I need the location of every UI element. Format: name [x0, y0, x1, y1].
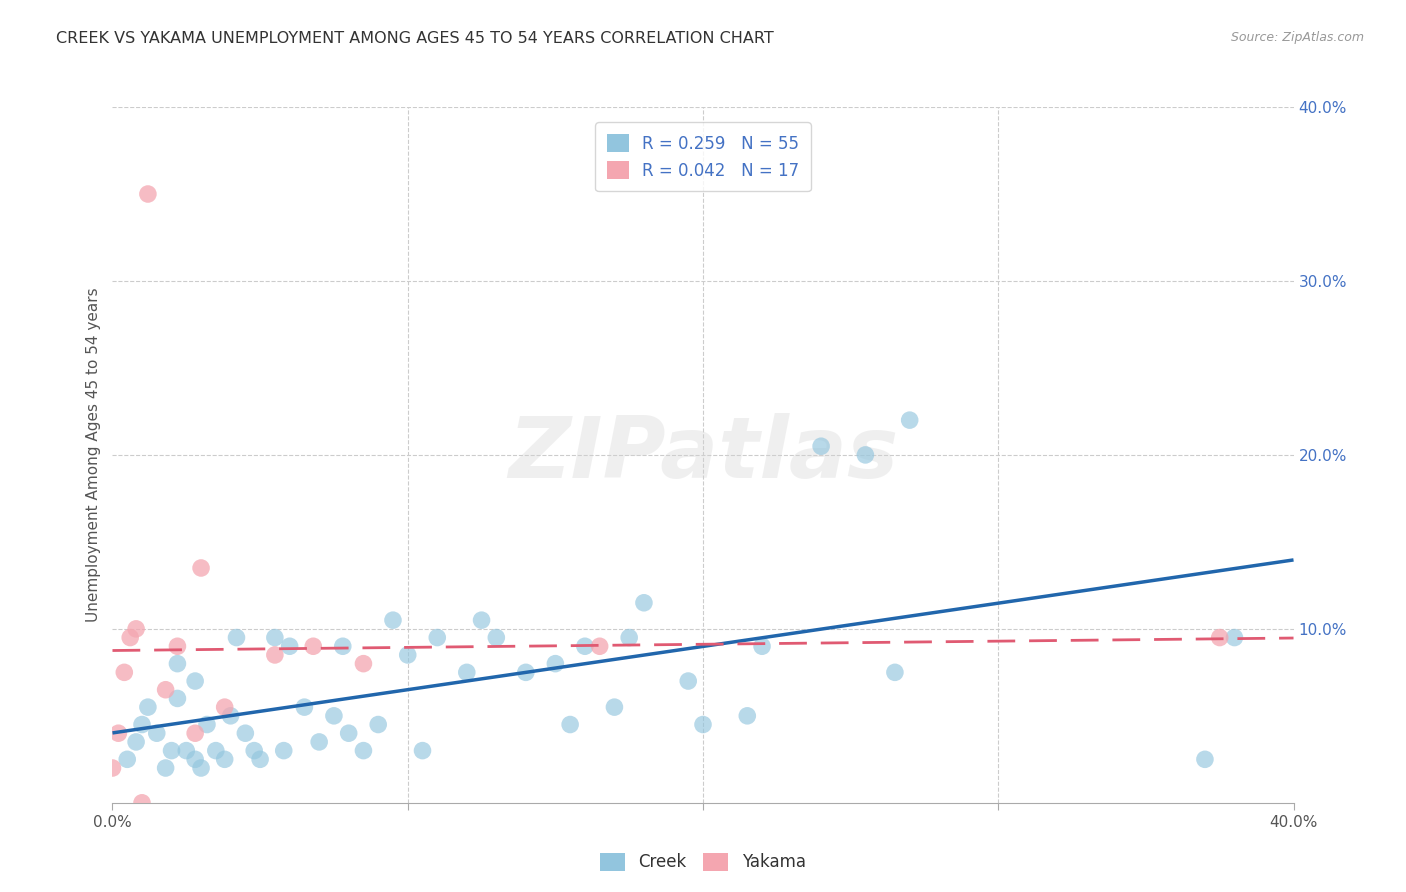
Point [308, 735, 330, 749]
Point [588, 639, 610, 653]
Point [243, 744, 266, 758]
Point [166, 691, 188, 706]
Point [117, 752, 138, 766]
Point [810, 439, 832, 453]
Point [233, 726, 256, 740]
Text: Source: ZipAtlas.com: Source: ZipAtlas.com [1230, 31, 1364, 45]
Point [112, 665, 135, 680]
Point [678, 674, 700, 689]
Point [352, 657, 374, 671]
Point [225, 631, 247, 645]
Point [101, 761, 124, 775]
Point [737, 708, 759, 723]
Point [174, 744, 197, 758]
Point [214, 752, 236, 766]
Point [485, 631, 508, 645]
Point [146, 726, 169, 740]
Point [574, 639, 596, 653]
Point [411, 744, 433, 758]
Point [367, 717, 389, 731]
Point [396, 648, 419, 662]
Point [184, 752, 207, 766]
Point [884, 665, 907, 680]
Point [264, 631, 287, 645]
Point [470, 613, 494, 627]
Point [107, 726, 129, 740]
Point [426, 631, 449, 645]
Point [166, 639, 188, 653]
Point [603, 700, 626, 714]
Point [332, 639, 354, 653]
Point [558, 717, 582, 731]
Point [184, 674, 207, 689]
Point [131, 796, 153, 810]
Point [456, 665, 478, 680]
Point [619, 631, 641, 645]
Point [898, 413, 921, 427]
Point [515, 665, 537, 680]
Text: CREEK VS YAKAMA UNEMPLOYMENT AMONG AGES 45 TO 54 YEARS CORRELATION CHART: CREEK VS YAKAMA UNEMPLOYMENT AMONG AGES … [56, 31, 773, 46]
Point [292, 700, 315, 714]
Point [278, 639, 301, 653]
Point [855, 448, 877, 462]
Point [302, 639, 325, 653]
Point [1223, 631, 1246, 645]
Point [136, 187, 159, 202]
Point [692, 717, 714, 731]
Point [190, 561, 212, 575]
Point [136, 700, 159, 714]
Point [125, 622, 148, 636]
Point [249, 752, 271, 766]
Point [214, 700, 236, 714]
Point [633, 596, 655, 610]
Point [160, 744, 183, 758]
Point [120, 631, 142, 645]
Y-axis label: Unemployment Among Ages 45 to 54 years: Unemployment Among Ages 45 to 54 years [86, 287, 101, 623]
Point [273, 744, 295, 758]
Point [219, 708, 242, 723]
Point [155, 761, 177, 775]
Point [190, 761, 212, 775]
Point [323, 708, 346, 723]
Point [195, 717, 218, 731]
Point [544, 657, 567, 671]
Point [352, 744, 374, 758]
Point [382, 613, 405, 627]
Point [155, 682, 177, 697]
Point [1194, 752, 1216, 766]
Point [1208, 631, 1232, 645]
Text: ZIPatlas: ZIPatlas [508, 413, 898, 497]
Point [264, 648, 287, 662]
Point [751, 639, 773, 653]
Point [337, 726, 360, 740]
Legend: Creek, Yakama: Creek, Yakama [593, 846, 813, 878]
Point [184, 726, 207, 740]
Point [125, 735, 148, 749]
Point [131, 717, 153, 731]
Point [205, 744, 228, 758]
Point [166, 657, 188, 671]
